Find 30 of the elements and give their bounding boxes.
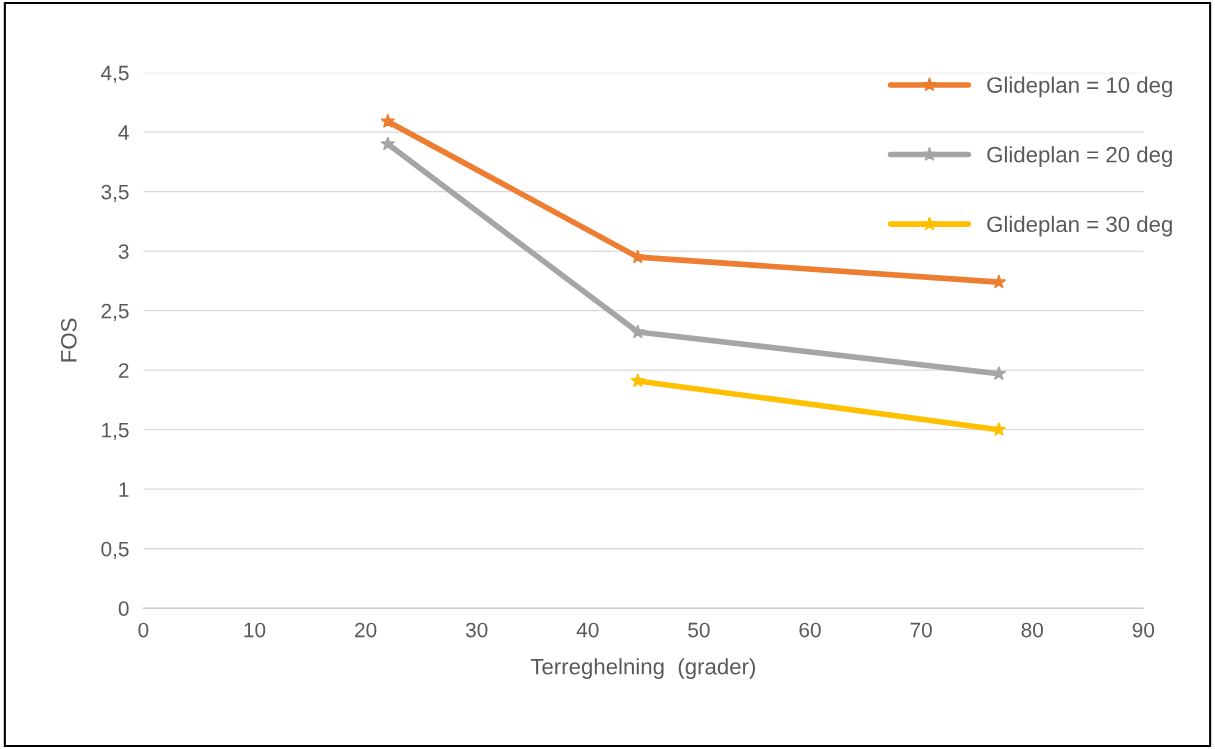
x-tick-label: 80 — [1021, 622, 1043, 638]
x-tick-label: 40 — [576, 622, 599, 638]
y-tick-label: 3 — [118, 244, 129, 259]
y-tick-label: 3,5 — [101, 184, 129, 202]
legend-label: Glideplan = 30 deg — [987, 215, 1172, 237]
y-tick-label: 0,5 — [101, 541, 129, 559]
legend-label: Glideplan = 10 deg — [987, 76, 1172, 98]
point — [380, 136, 396, 151]
y-tick-label: 4,5 — [101, 65, 129, 83]
y-tick-label: 0 — [118, 601, 129, 616]
y-tick-label: 2 — [118, 363, 129, 378]
y-tick-label: 1 — [119, 482, 129, 497]
y-tick-label: 4 — [118, 125, 129, 140]
legend-label: Glideplan = 20 deg — [987, 146, 1172, 167]
x-tick-label: 0 — [138, 622, 149, 638]
point — [630, 373, 646, 388]
point — [991, 422, 1007, 436]
x-tick-label: 60 — [799, 622, 821, 638]
y-tick-label: 1,5 — [102, 422, 129, 440]
point — [630, 324, 646, 339]
y-axis-title: FOS — [60, 318, 77, 362]
x-tick-label: 50 — [688, 622, 710, 638]
x-tick-label: 20 — [355, 622, 377, 638]
y-tick-label: 2,5 — [101, 303, 129, 321]
point — [380, 113, 396, 128]
x-tick-label: 70 — [910, 622, 932, 638]
x-tick-label: 30 — [465, 622, 488, 638]
x-axis-title: Terreghelning (grader) — [530, 658, 755, 679]
x-tick-label: 90 — [1132, 622, 1155, 638]
x-tick-label: 10 — [244, 622, 266, 638]
